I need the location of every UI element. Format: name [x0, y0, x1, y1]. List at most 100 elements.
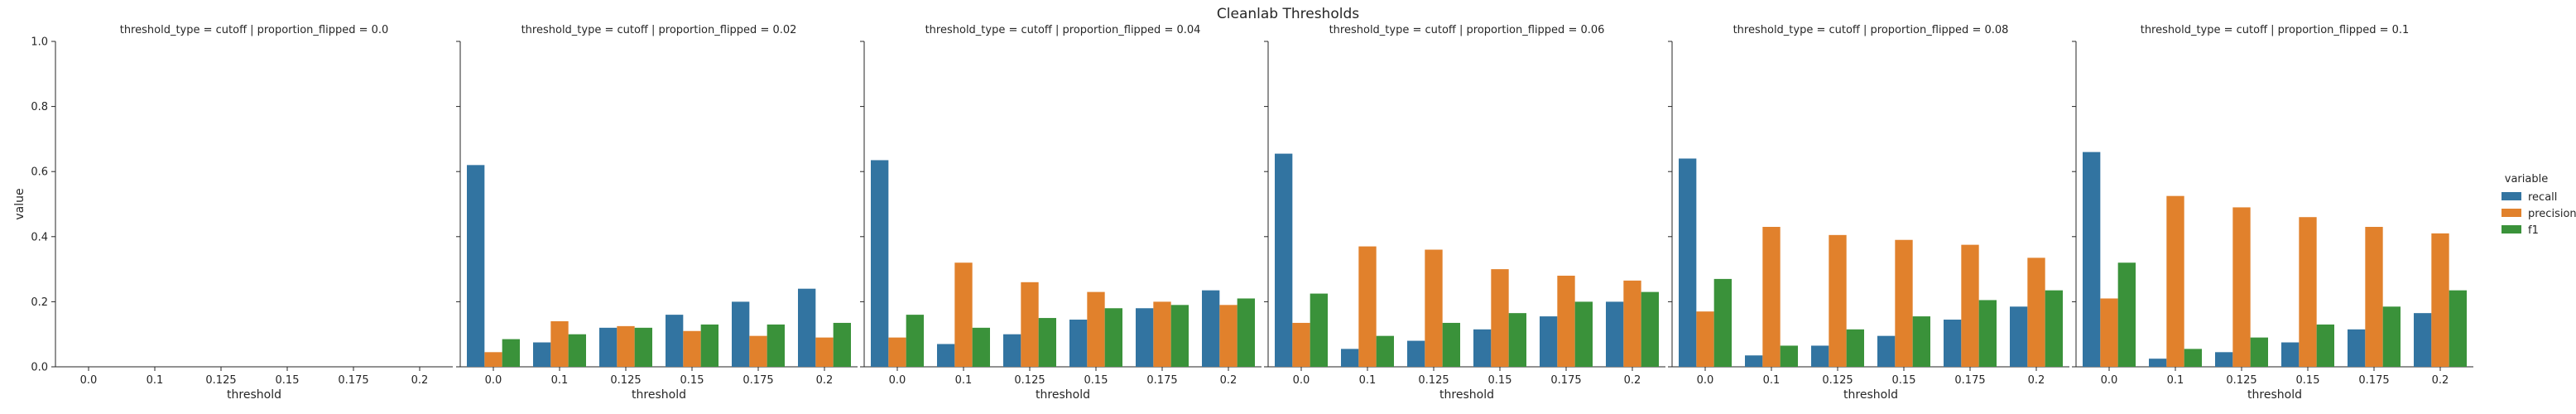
x-tick-label: 0.1: [551, 374, 569, 387]
bar-recall-0.0: [1275, 153, 1293, 367]
bar-precision-0.2: [1219, 305, 1238, 367]
y-tick-label: 0.2: [31, 296, 48, 309]
bar-precision-0.1: [550, 320, 569, 367]
x-tick-label: 0.1: [147, 374, 164, 387]
bar-f1-0.1: [1780, 345, 1798, 367]
bar-f1-0.0: [1310, 293, 1328, 367]
bar-f1-0.1: [2184, 349, 2202, 367]
y-tick-label: 0.6: [31, 166, 48, 179]
bar-precision-0.125: [1829, 234, 1847, 367]
bar-f1-0.175: [767, 324, 785, 367]
bar-precision-0.15: [2299, 217, 2317, 367]
y-tick-label: 0.4: [31, 231, 48, 243]
legend: variable recall precision f1: [2502, 173, 2576, 237]
x-tick-label: 0.2: [411, 374, 429, 387]
panel-title: threshold_type = cutoff | proportion_fli…: [925, 24, 1201, 36]
x-tick-label: 0.125: [205, 374, 236, 387]
bar-recall-0.2: [2010, 306, 2028, 367]
bar-recall-0.175: [732, 301, 750, 367]
bar-precision-0.0: [484, 352, 502, 367]
x-tick-label: 0.175: [1550, 374, 1581, 387]
bar-recall-0.1: [2149, 359, 2167, 367]
bar-recall-0.125: [1003, 334, 1021, 367]
bar-f1-0.0: [2117, 262, 2136, 367]
x-tick-label: 0.175: [743, 374, 773, 387]
panel-title: threshold_type = cutoff | proportion_fli…: [1329, 24, 1605, 36]
x-tick-label: 0.2: [1624, 374, 1641, 387]
x-tick-label: 0.15: [1084, 374, 1108, 387]
bar-f1-0.1: [972, 327, 990, 367]
bar-f1-0.175: [1574, 301, 1593, 367]
panel-title: threshold_type = cutoff | proportion_fli…: [1733, 24, 2009, 36]
panel-title: threshold_type = cutoff | proportion_fli…: [2141, 24, 2410, 36]
bar-f1-0.125: [1038, 318, 1056, 367]
bar-precision-0.1: [954, 262, 973, 367]
bar-recall-0.125: [2215, 352, 2233, 367]
x-tick-label: 0.15: [276, 374, 300, 387]
y-tick-label: 0.8: [31, 101, 48, 113]
bar-precision-0.175: [1557, 275, 1575, 367]
x-tick-label: 0.15: [1892, 374, 1916, 387]
bar-precision-0.15: [683, 330, 701, 367]
bar-recall-0.125: [1407, 340, 1425, 367]
bar-recall-0.175: [1540, 316, 1558, 367]
bar-recall-0.2: [2414, 313, 2432, 367]
bar-recall-0.1: [533, 342, 551, 367]
bar-recall-0.175: [2348, 329, 2366, 367]
legend-title: variable: [2505, 173, 2548, 185]
bar-recall-0.1: [937, 344, 955, 367]
x-tick-label: 0.175: [1954, 374, 1985, 387]
bar-recall-0.125: [599, 327, 618, 367]
y-axis-label: value: [13, 188, 26, 219]
bar-precision-0.175: [1961, 244, 1979, 367]
y-tick-label: 1.0: [31, 36, 48, 49]
bar-precision-0.1: [2166, 195, 2184, 367]
x-tick-label: 0.125: [610, 374, 641, 387]
bar-f1-0.0: [502, 339, 520, 367]
bar-recall-0.0: [871, 160, 889, 367]
bar-recall-0.0: [467, 165, 485, 367]
bar-precision-0.0: [1696, 311, 1714, 367]
x-tick-label: 0.0: [889, 374, 906, 387]
bar-precision-0.125: [1425, 249, 1443, 367]
x-tick-label: 0.125: [2226, 374, 2256, 387]
x-tick-label: 0.2: [2432, 374, 2449, 387]
x-tick-label: 0.2: [2028, 374, 2045, 387]
legend-swatch-f1: [2502, 225, 2521, 233]
bar-recall-0.125: [1811, 345, 1829, 367]
chart-title: Cleanlab Thresholds: [1217, 6, 1359, 22]
x-tick-label: 0.125: [1014, 374, 1045, 387]
bar-recall-0.2: [1202, 290, 1220, 367]
bar-f1-0.125: [2250, 337, 2268, 367]
bar-recall-0.15: [1473, 329, 1492, 367]
bar-precision-0.125: [1021, 282, 1039, 367]
bar-precision-0.1: [1358, 246, 1377, 367]
bar-precision-0.2: [2431, 233, 2449, 367]
bar-f1-0.15: [1104, 308, 1122, 367]
bar-precision-0.2: [815, 337, 834, 367]
x-tick-label: 0.15: [2296, 374, 2320, 387]
bar-f1-0.15: [1508, 313, 1526, 367]
bar-f1-0.125: [634, 327, 652, 367]
legend-label-f1: f1: [2528, 224, 2539, 237]
x-tick-label: 0.0: [485, 374, 502, 387]
bar-precision-0.175: [2365, 227, 2383, 367]
x-tick-label: 0.2: [1220, 374, 1238, 387]
x-tick-label: 0.175: [2358, 374, 2389, 387]
bar-precision-0.0: [2100, 298, 2118, 367]
bar-recall-0.15: [2281, 342, 2300, 367]
bar-recall-0.1: [1341, 349, 1359, 367]
bar-recall-0.0: [1679, 158, 1697, 367]
bar-f1-0.15: [700, 324, 718, 367]
x-tick-label: 0.125: [1418, 374, 1449, 387]
bar-recall-0.175: [1944, 320, 1962, 367]
x-tick-label: 0.1: [955, 374, 973, 387]
bar-f1-0.1: [1376, 335, 1394, 367]
x-tick-label: 0.1: [2167, 374, 2184, 387]
bar-precision-0.15: [1491, 269, 1509, 367]
legend-swatch-precision: [2502, 209, 2521, 217]
x-tick-label: 0.175: [1146, 374, 1177, 387]
bar-f1-0.175: [1978, 300, 1997, 367]
bar-f1-0.2: [1237, 298, 1255, 367]
